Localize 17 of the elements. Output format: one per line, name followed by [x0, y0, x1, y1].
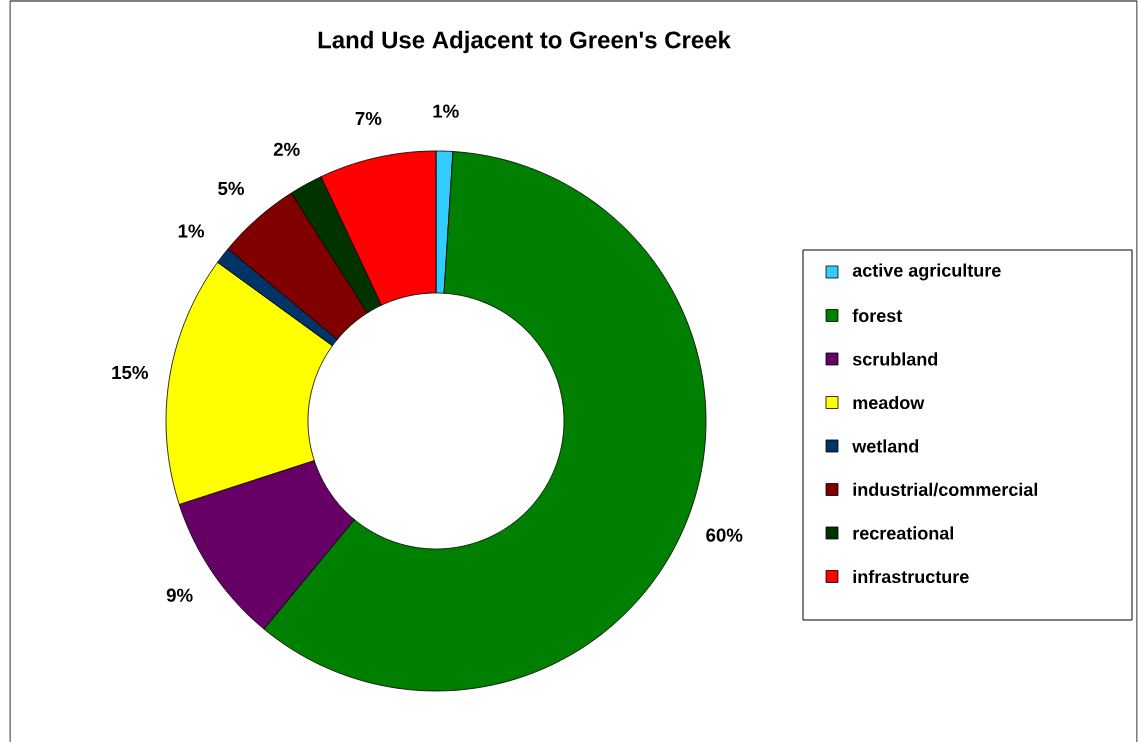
legend-label: recreational [853, 526, 954, 540]
chart-title: Land Use Adjacent to Green's Creek [318, 30, 731, 54]
data-label: 15% [112, 365, 149, 380]
data-label: 2% [273, 142, 300, 156]
legend-label: meadow [853, 395, 925, 410]
data-label: 7% [355, 111, 382, 126]
legend-label: scrubland [852, 352, 938, 366]
legend-label: infrastructure [853, 569, 969, 584]
legend-label: active agriculture [852, 263, 1001, 281]
data-label: 1% [433, 104, 459, 118]
data-label: 5% [218, 181, 244, 196]
data-label: 9% [166, 588, 193, 602]
legend-label: wetland [852, 439, 919, 453]
legend-label: forest [852, 308, 903, 323]
data-label: 1% [178, 224, 205, 238]
legend-label: industrial/commercial [853, 482, 1038, 497]
data-label: 60% [706, 528, 743, 542]
